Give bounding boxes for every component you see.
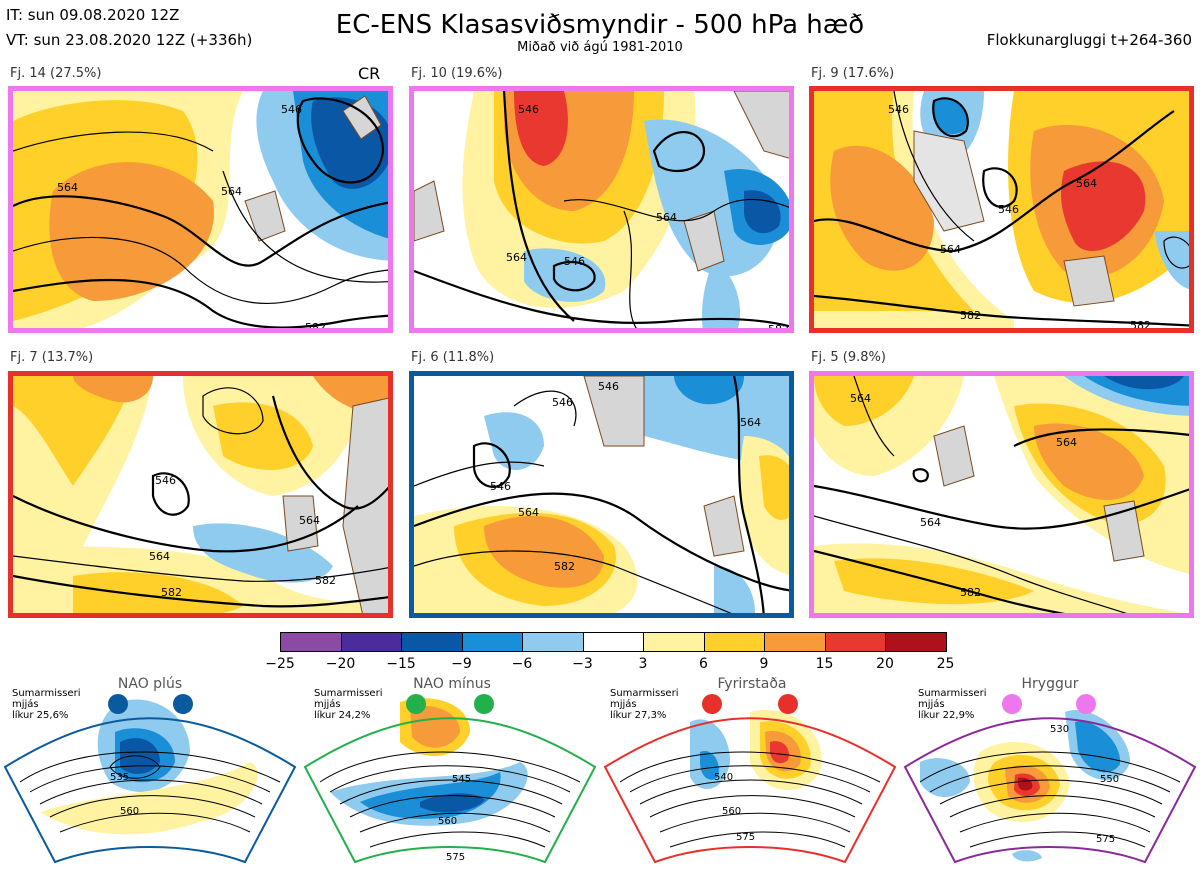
contour-label: 564 bbox=[1076, 177, 1097, 190]
contour-label: 546 bbox=[598, 380, 619, 393]
map-title: EC-ENS Klasasviðsmyndir - 500 hPa hæð bbox=[335, 10, 865, 40]
colorbar-label: 6 bbox=[699, 656, 708, 672]
colorbar-swatch bbox=[280, 632, 342, 652]
colorbar-label: −6 bbox=[511, 656, 533, 672]
colorbar-label: −9 bbox=[451, 656, 472, 672]
cluster-map-1: 546 564 564 582 bbox=[8, 86, 393, 333]
contour-label: 564 bbox=[850, 392, 871, 405]
contour-label: 564 bbox=[1056, 436, 1077, 449]
regime-title: Fyrirstaða bbox=[717, 676, 787, 692]
cluster-label-5: Fj. 6 (11.8%) bbox=[411, 350, 495, 365]
cluster-map-3: 546 546 564 564 582 582 bbox=[809, 86, 1194, 333]
cr-marker: CR bbox=[358, 64, 381, 83]
contour-label: 582 bbox=[768, 323, 789, 333]
contour-label: 575 bbox=[446, 852, 465, 863]
contour-label: 546 bbox=[490, 480, 511, 493]
colorbar-swatch bbox=[643, 632, 705, 652]
regime-blocking: 540 560 575 Fyrirstaða Sumarmisseri mjjás… bbox=[600, 672, 900, 871]
contour-label: 564 bbox=[920, 516, 941, 529]
contour-label: 546 bbox=[552, 396, 573, 409]
contour-label: 582 bbox=[1130, 319, 1151, 332]
regime-title: Hryggur bbox=[1021, 676, 1079, 692]
colorbar-swatch bbox=[401, 632, 463, 652]
valid-time: VT: sun 23.08.2020 12Z (+336h) bbox=[6, 31, 253, 49]
contour-label: 575 bbox=[736, 832, 755, 843]
colorbar-swatch bbox=[824, 632, 886, 652]
colorbar-label: −25 bbox=[265, 656, 295, 672]
colorbar-swatch bbox=[522, 632, 584, 652]
contour-label: 530 bbox=[1050, 724, 1069, 735]
colorbar-label: 20 bbox=[876, 656, 894, 672]
contour-label: 582 bbox=[305, 321, 326, 333]
cluster-label-2: Fj. 10 (19.6%) bbox=[411, 66, 503, 81]
contour-label: 564 bbox=[149, 550, 170, 563]
colorbar-label: 3 bbox=[638, 656, 648, 672]
regime-title: NAO plús bbox=[117, 676, 183, 692]
colorbar-label: 25 bbox=[936, 656, 955, 672]
map-subtitle: Miðað við ágú 1981-2010 bbox=[517, 40, 683, 55]
regime-nao-plus: 535 560 NAO plús Sumarmisseri mjjás líkur … bbox=[0, 672, 300, 871]
cluster-map-6: 564 564 564 582 bbox=[809, 371, 1194, 618]
colorbar-swatch bbox=[461, 632, 523, 652]
cluster-label-6: Fj. 5 (9.8%) bbox=[811, 350, 886, 365]
contour-label: 564 bbox=[940, 243, 961, 256]
cluster-map-4: 546 564 564 582 582 bbox=[8, 371, 393, 618]
regime-note: Sumarmisseri mjjás líkur 22,9% bbox=[918, 688, 987, 721]
cluster-label-4: Fj. 7 (13.7%) bbox=[10, 350, 94, 365]
regime-title: NAO mínus bbox=[413, 676, 491, 692]
colorbar-swatch bbox=[703, 632, 765, 652]
colorbar-swatch bbox=[764, 632, 826, 652]
contour-label: 564 bbox=[221, 185, 242, 198]
contour-label: 546 bbox=[564, 255, 585, 268]
contour-label: 560 bbox=[120, 806, 139, 817]
cluster-map-2: 546 546 564 564 582 bbox=[409, 86, 794, 333]
colorbar-label: −3 bbox=[572, 656, 593, 672]
regime-ridge: 530 550 575 Hryggur Sumarmisseri mjjás lík… bbox=[900, 672, 1200, 871]
contour-label: 564 bbox=[57, 181, 78, 194]
contour-label: 560 bbox=[438, 816, 457, 827]
regime-note: Sumarmisseri mjjás líkur 25,6% bbox=[12, 688, 81, 721]
regime-nao-minus: 545 560 575 NAO mínus Sumarmisseri mjjás l… bbox=[300, 672, 600, 871]
contour-label: 582 bbox=[315, 574, 336, 587]
contour-label: 575 bbox=[1096, 834, 1115, 845]
cluster-map-5: 546 546 546 564 564 582 bbox=[409, 371, 794, 618]
contour-label: 546 bbox=[998, 203, 1019, 216]
colorbar-swatch bbox=[582, 632, 644, 652]
contour-label: 582 bbox=[960, 586, 981, 599]
contour-label: 540 bbox=[714, 772, 733, 783]
contour-label: 564 bbox=[656, 211, 677, 224]
contour-label: 545 bbox=[452, 774, 471, 785]
contour-label: 582 bbox=[161, 586, 182, 599]
regime-note: Sumarmisseri mjjás líkur 24,2% bbox=[314, 688, 383, 721]
colorbar-label: 9 bbox=[759, 656, 769, 672]
cluster-label-3: Fj. 9 (17.6%) bbox=[811, 66, 895, 81]
contour-label: 564 bbox=[299, 514, 320, 527]
contour-label: 564 bbox=[506, 251, 527, 264]
colorbar-label: 15 bbox=[815, 656, 834, 672]
classification-window: Flokkunargluggi t+264-360 bbox=[986, 31, 1192, 49]
contour-label: 582 bbox=[554, 560, 575, 573]
contour-label: 535 bbox=[110, 772, 129, 783]
contour-label: 550 bbox=[1100, 774, 1119, 785]
contour-label: 564 bbox=[518, 506, 539, 519]
contour-label: 582 bbox=[960, 309, 981, 322]
contour-label: 546 bbox=[155, 474, 176, 487]
colorbar-label: −20 bbox=[325, 656, 356, 672]
contour-label: 546 bbox=[281, 103, 302, 116]
contour-label: 560 bbox=[722, 806, 741, 817]
initial-time: IT: sun 09.08.2020 12Z bbox=[6, 6, 180, 24]
contour-label: 546 bbox=[518, 103, 539, 116]
contour-label: 546 bbox=[888, 103, 909, 116]
colorbar-swatch bbox=[340, 632, 402, 652]
cluster-label-1: Fj. 14 (27.5%) bbox=[10, 66, 102, 81]
regime-note: Sumarmisseri mjjás líkur 27,3% bbox=[610, 688, 679, 721]
colorbar-swatch bbox=[885, 632, 947, 652]
contour-label: 564 bbox=[740, 416, 761, 429]
colorbar-label: −15 bbox=[386, 656, 416, 672]
